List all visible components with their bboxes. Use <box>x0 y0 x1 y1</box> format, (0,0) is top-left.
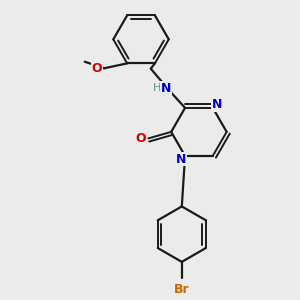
Text: N: N <box>176 153 186 166</box>
Text: N: N <box>212 98 222 111</box>
Text: O: O <box>135 132 146 145</box>
Text: Br: Br <box>174 283 190 296</box>
Text: H: H <box>153 83 161 93</box>
Text: N: N <box>161 82 171 95</box>
Text: O: O <box>92 62 103 75</box>
